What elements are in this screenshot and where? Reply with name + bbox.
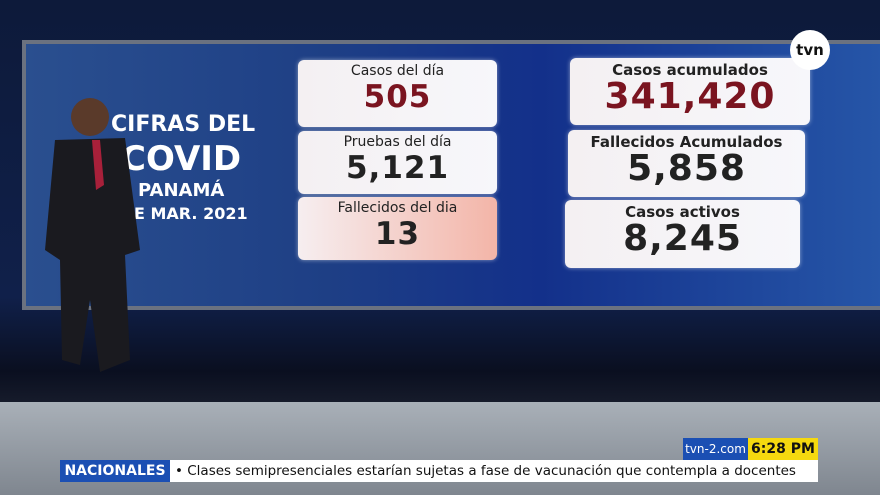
stat-value: 505 [363,79,432,115]
wall-title: PANAMÁ [138,180,225,201]
stat-label: Casos activos [625,203,740,221]
stat-value: 13 [374,216,421,252]
logo: tvn [790,30,830,70]
tie [92,140,104,190]
stat-card: Casos activos 8,245 [565,200,800,268]
stat-value: 5,858 [627,148,746,189]
stat-card: Fallecidos Acumulados 5,858 [568,130,805,197]
ticker-site: tvn-2.com [683,438,748,460]
stat-value: 5,121 [345,150,450,186]
suit [45,138,140,372]
logo-circle [790,30,830,70]
stat-label: Fallecidos Acumulados [590,133,783,151]
ticker-headline: • Clases semipresenciales estarían sujet… [175,463,796,479]
ticker-section: NACIONALES [60,460,170,482]
wall-title: COVID [121,139,242,179]
stat-label: Casos acumulados [612,61,768,79]
head [71,98,109,136]
stat-card: Fallecidos del dia 13 [298,197,497,260]
stat-card: Pruebas del día 5,121 [298,131,497,194]
stat-label: Fallecidos del dia [337,200,458,216]
stat-label: Casos del día [350,63,445,79]
stat-value: 341,420 [604,76,776,117]
wall-title: E MAR. 2021 [134,204,248,223]
stat-value: 8,245 [623,218,742,259]
ticker-time: 6:28 PM [748,438,818,460]
wall-title: CIFRAS DEL [111,112,256,137]
ticker-bar [60,460,818,482]
stat-card: Casos acumulados 341,420 [570,58,810,125]
stat-card: Casos del día 505 [298,60,497,127]
logo-text: tvn [796,41,824,59]
stat-label: Pruebas del día [343,134,452,150]
